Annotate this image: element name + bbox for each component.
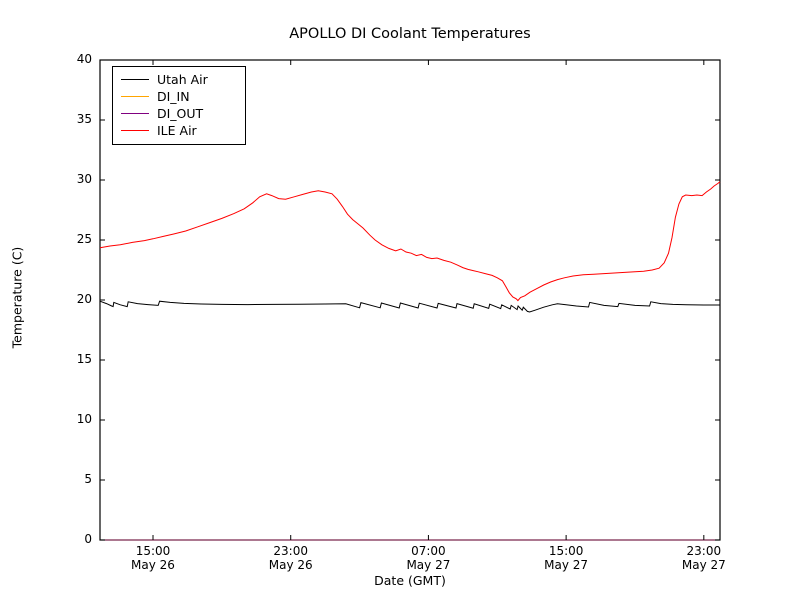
legend-label-di-out: DI_OUT [157,105,204,121]
legend-line-ile-air [121,130,149,131]
legend-line-utah-air [121,79,149,80]
y-axis-label: Temperature (C) [9,246,25,349]
series-line-ile-air [99,181,721,302]
y-tick-label: 0 [84,532,92,546]
x-tick-label: 23:00 May 26 [268,544,313,572]
legend-label-utah-air: Utah Air [157,71,208,87]
x-axis-label: Date (GMT) [374,573,446,588]
legend-label-ile-air: ILE Air [157,122,197,138]
legend-entry-ile-air: ILE Air [121,122,237,139]
x-tick-label: 15:00 May 26 [131,544,175,572]
legend-line-di-in [121,96,149,97]
y-tick-label: 30 [76,172,92,186]
y-tick-label: 15 [76,352,92,366]
chart-title: APOLLO DI Coolant Temperatures [289,26,531,42]
legend-entry-di-in: DI_IN [121,88,237,105]
y-tick-label: 10 [76,412,92,426]
y-tick-label: 40 [76,52,92,66]
legend: Utah Air DI_IN DI_OUT ILE Air [112,66,246,145]
y-tick-label: 5 [84,472,92,486]
legend-line-di-out [121,113,149,114]
legend-entry-di-out: DI_OUT [121,105,237,122]
series-line-utah-air [99,300,720,313]
legend-label-di-in: DI_IN [157,88,190,104]
x-tick-label: 15:00 May 27 [544,544,589,572]
y-tick-label: 25 [76,232,92,246]
x-tick-label: 07:00 May 27 [406,544,451,572]
x-tick-label: 23:00 May 27 [681,544,726,572]
y-tick-label: 35 [76,112,92,126]
legend-entry-utah-air: Utah Air [121,71,237,88]
y-tick-label: 20 [76,292,92,306]
